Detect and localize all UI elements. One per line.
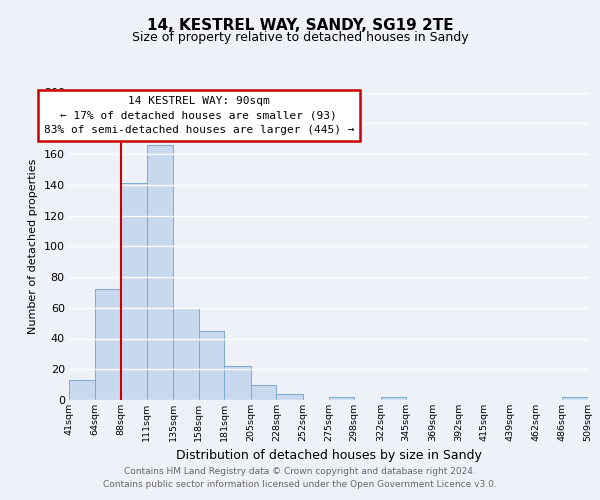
Text: 14, KESTREL WAY, SANDY, SG19 2TE: 14, KESTREL WAY, SANDY, SG19 2TE <box>146 18 454 32</box>
X-axis label: Distribution of detached houses by size in Sandy: Distribution of detached houses by size … <box>176 450 481 462</box>
Bar <box>95 290 121 400</box>
Bar <box>199 331 224 400</box>
Bar <box>380 397 406 400</box>
Text: Contains public sector information licensed under the Open Government Licence v3: Contains public sector information licen… <box>103 480 497 489</box>
Text: 14 KESTREL WAY: 90sqm
← 17% of detached houses are smaller (93)
83% of semi-deta: 14 KESTREL WAY: 90sqm ← 17% of detached … <box>44 96 354 135</box>
Bar <box>251 384 277 400</box>
Bar <box>562 397 588 400</box>
Bar <box>173 308 199 400</box>
Bar <box>329 397 354 400</box>
Text: Size of property relative to detached houses in Sandy: Size of property relative to detached ho… <box>131 31 469 44</box>
Bar <box>146 145 173 400</box>
Y-axis label: Number of detached properties: Number of detached properties <box>28 158 38 334</box>
Bar <box>121 183 146 400</box>
Text: Contains HM Land Registry data © Crown copyright and database right 2024.: Contains HM Land Registry data © Crown c… <box>124 467 476 476</box>
Bar <box>69 380 95 400</box>
Bar <box>277 394 303 400</box>
Bar <box>224 366 251 400</box>
